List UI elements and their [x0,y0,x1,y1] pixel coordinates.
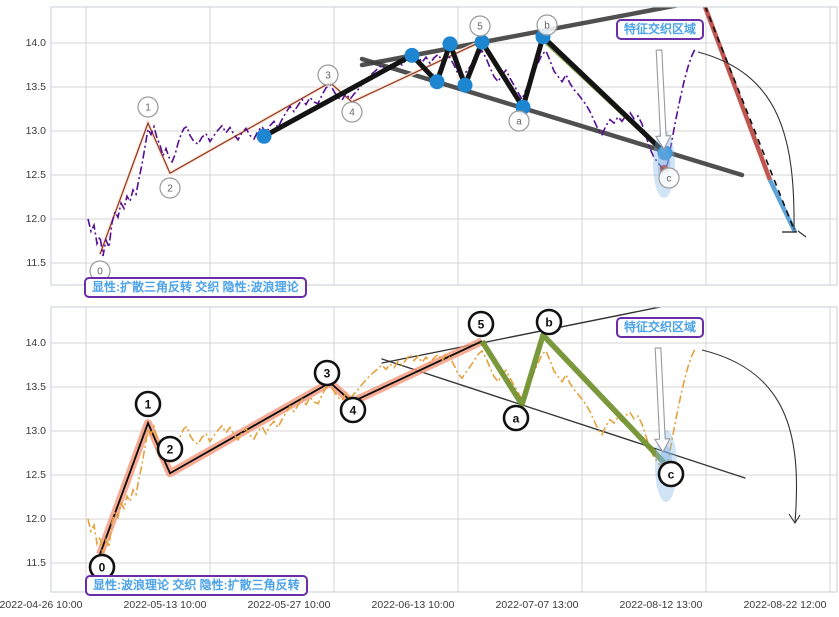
svg-text:c: c [668,467,675,481]
forecast-dash-overlay [704,7,796,233]
wave-label-1: 1 [134,390,162,418]
elliott-wave-line [99,40,483,255]
pivot-dot [256,128,272,144]
panel-top-border [50,6,838,286]
feature-zone-label-bottom: 特征交织区域 [616,317,705,338]
svg-text:3: 3 [325,71,331,82]
wave-label-c: c [657,460,685,488]
wave-label-3: 3 [313,359,341,387]
pivot-dot [442,36,458,52]
forecast-end-tick [797,230,807,238]
svg-text:4: 4 [349,108,355,119]
svg-text:1: 1 [145,103,151,114]
curve-arrowhead [788,513,801,525]
price-line [87,48,696,257]
svg-text:5: 5 [477,22,483,33]
price-line [87,348,696,557]
wave-label-2: 2 [159,177,181,199]
upper-trendline [381,307,664,364]
forecast-line-red [702,7,773,181]
elliott-wave-line [99,340,483,555]
wave-label-a: a [508,110,530,132]
lower-trendline [381,358,746,479]
abc-wave-line [479,332,667,466]
pivot-dot [657,145,673,161]
svg-text:5: 5 [478,317,485,331]
svg-text:a: a [516,117,522,128]
pattern-label-bottom: 显性:波浪理论 交织 隐性:扩散三角反转 [85,575,308,596]
wave-label-2: 2 [156,435,184,463]
down-arrow-marker [653,347,671,454]
panel-bottom: 0 1 2 3 4 5 a b c [51,307,837,592]
svg-text:0: 0 [97,267,103,278]
wave-label-5: 5 [467,310,495,338]
wave-label-a: a [502,404,530,432]
wave-label-0: 0 [88,553,116,581]
svg-text:b: b [544,21,550,32]
wave-label-4: 4 [339,396,367,424]
svg-text:0: 0 [99,560,106,574]
wave-label-5: 5 [469,15,491,37]
projection-curve [701,349,798,524]
svg-text:3: 3 [324,366,331,380]
svg-text:2: 2 [167,442,174,456]
panel-bottom-border [50,306,838,593]
wave-halo [98,39,483,255]
projection-curve [697,51,795,231]
pattern-label-top: 显性:扩散三角反转 交织 隐性:波浪理论 [84,277,307,298]
wave-label-b: b [535,308,563,336]
triangle-zigzag-line [261,34,668,156]
pivot-dot [429,74,445,90]
panel-top: 0 1 2 3 4 5 a b c [51,7,837,285]
wave-label-1: 1 [137,96,159,118]
svg-text:2: 2 [167,184,173,195]
pivot-dot [457,77,473,93]
svg-text:4: 4 [350,403,357,417]
svg-text:a: a [513,411,520,425]
wave-label-4: 4 [341,101,363,123]
lower-trendline [359,56,745,178]
pivot-dot [404,47,420,63]
wave-label-3: 3 [317,64,339,86]
down-arrow-marker [654,49,672,151]
feature-zone-label-top: 特征交织区域 [616,19,705,40]
svg-text:b: b [545,315,552,329]
svg-text:1: 1 [145,397,152,411]
wave-label-b: b [536,14,558,36]
svg-text:c: c [667,174,672,185]
wave-label-c: c [658,167,680,189]
pivot-dot [474,34,490,50]
